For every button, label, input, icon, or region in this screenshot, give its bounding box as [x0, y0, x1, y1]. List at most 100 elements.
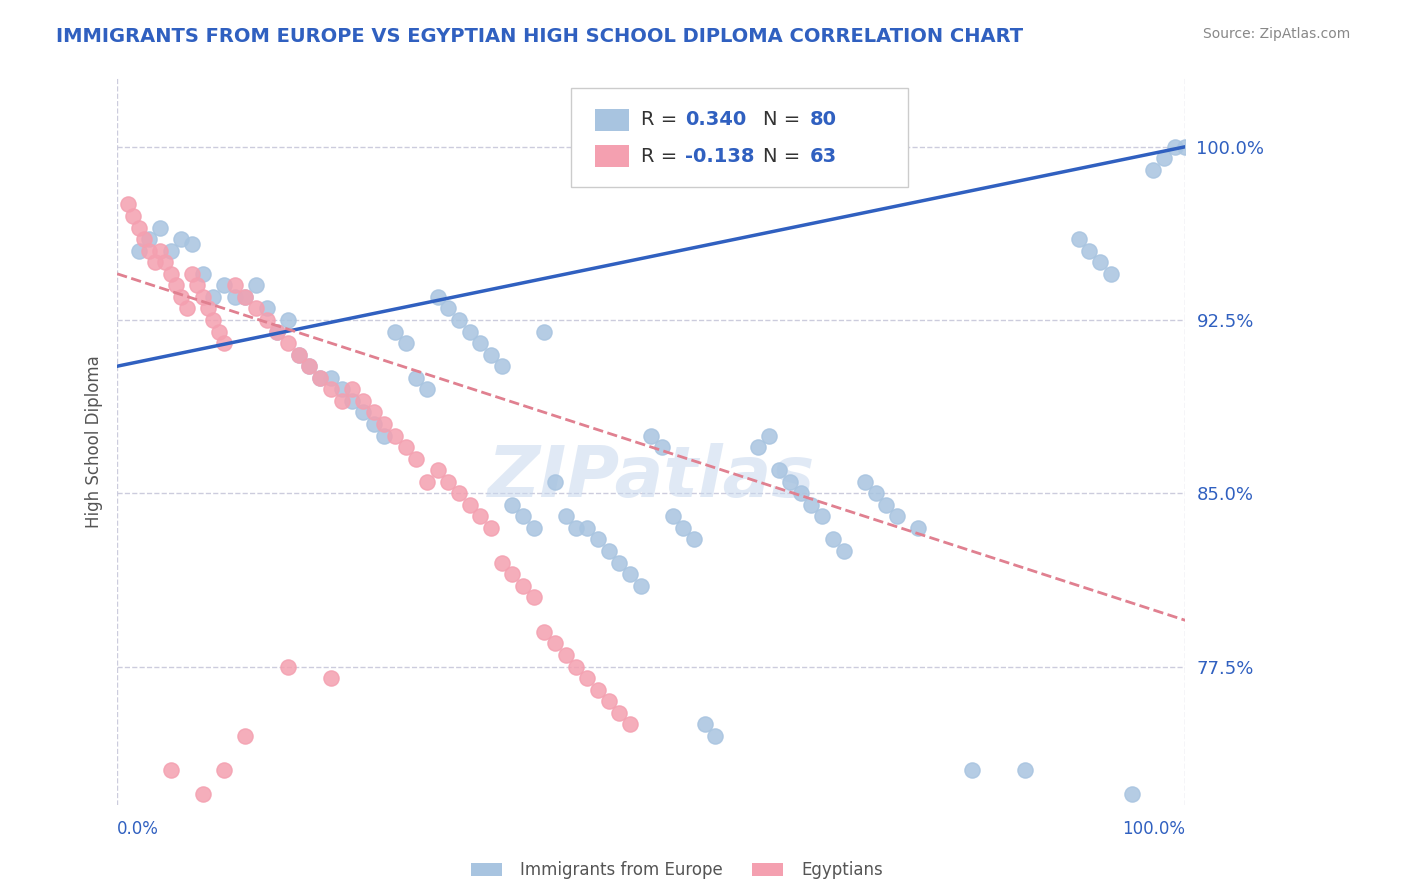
Point — [747, 440, 769, 454]
Point — [128, 244, 150, 258]
Point — [672, 521, 695, 535]
Point — [1014, 764, 1036, 778]
Point — [426, 463, 449, 477]
Point — [1067, 232, 1090, 246]
Point — [619, 717, 641, 731]
Point — [832, 544, 855, 558]
Point — [117, 197, 139, 211]
Point — [191, 267, 214, 281]
Point — [197, 301, 219, 316]
Point — [865, 486, 887, 500]
Point — [235, 729, 257, 743]
Point — [330, 382, 353, 396]
Point — [512, 509, 534, 524]
Point — [523, 591, 546, 605]
Point — [565, 521, 588, 535]
Point — [768, 463, 790, 477]
Text: Immigrants from Europe: Immigrants from Europe — [520, 861, 723, 879]
Point — [598, 544, 620, 558]
Point — [607, 706, 630, 720]
Text: ZIPatlas: ZIPatlas — [488, 443, 815, 512]
Point — [298, 359, 321, 374]
Point — [533, 624, 555, 639]
Point — [143, 255, 166, 269]
Point — [630, 579, 652, 593]
Point — [416, 382, 439, 396]
Point — [533, 325, 555, 339]
Point — [683, 533, 706, 547]
Point — [544, 475, 567, 489]
Point — [266, 325, 288, 339]
Point — [907, 521, 929, 535]
Point — [170, 290, 193, 304]
Text: Egyptians: Egyptians — [801, 861, 883, 879]
Point — [394, 336, 416, 351]
Point — [212, 764, 235, 778]
Point — [470, 509, 492, 524]
Point — [479, 348, 502, 362]
Point — [170, 232, 193, 246]
Point — [1078, 244, 1101, 258]
Point — [960, 764, 983, 778]
Y-axis label: High School Diploma: High School Diploma — [86, 355, 103, 528]
Point — [319, 382, 342, 396]
Point — [661, 509, 683, 524]
FancyBboxPatch shape — [595, 145, 628, 167]
Point — [181, 236, 204, 251]
Point — [159, 244, 181, 258]
Point — [640, 428, 662, 442]
Point — [212, 336, 235, 351]
Point — [224, 290, 246, 304]
Point — [458, 325, 481, 339]
Point — [159, 267, 181, 281]
Point — [416, 475, 439, 489]
Point — [586, 533, 609, 547]
Point — [277, 336, 299, 351]
Text: R =: R = — [641, 146, 683, 166]
Point — [330, 393, 353, 408]
Point — [212, 278, 235, 293]
Point — [598, 694, 620, 708]
Point — [512, 579, 534, 593]
Point — [235, 290, 257, 304]
Text: 0.340: 0.340 — [686, 110, 747, 129]
Point — [875, 498, 897, 512]
Point — [886, 509, 908, 524]
Point — [491, 556, 513, 570]
Point — [224, 278, 246, 293]
Point — [176, 301, 198, 316]
Point — [352, 405, 374, 419]
Point — [277, 313, 299, 327]
Point — [447, 313, 470, 327]
Text: 100.0%: 100.0% — [1122, 820, 1185, 838]
Point — [800, 498, 823, 512]
Point — [470, 336, 492, 351]
FancyBboxPatch shape — [571, 88, 908, 186]
Point — [202, 313, 225, 327]
Point — [437, 475, 460, 489]
Point — [373, 417, 395, 431]
Point — [1163, 140, 1185, 154]
Text: 63: 63 — [810, 146, 837, 166]
Point — [340, 393, 363, 408]
Text: Source: ZipAtlas.com: Source: ZipAtlas.com — [1202, 27, 1350, 41]
Point — [384, 428, 406, 442]
Text: N =: N = — [763, 146, 807, 166]
Point — [458, 498, 481, 512]
Point — [235, 290, 257, 304]
Point — [191, 787, 214, 801]
Point — [1153, 151, 1175, 165]
Point — [853, 475, 876, 489]
Point — [394, 440, 416, 454]
Point — [352, 393, 374, 408]
Point — [256, 301, 278, 316]
Point — [155, 255, 177, 269]
Point — [576, 671, 599, 685]
Point — [149, 244, 172, 258]
Point — [693, 717, 716, 731]
Point — [821, 533, 844, 547]
Point — [491, 359, 513, 374]
Point — [256, 313, 278, 327]
Point — [479, 521, 502, 535]
Text: -0.138: -0.138 — [686, 146, 755, 166]
